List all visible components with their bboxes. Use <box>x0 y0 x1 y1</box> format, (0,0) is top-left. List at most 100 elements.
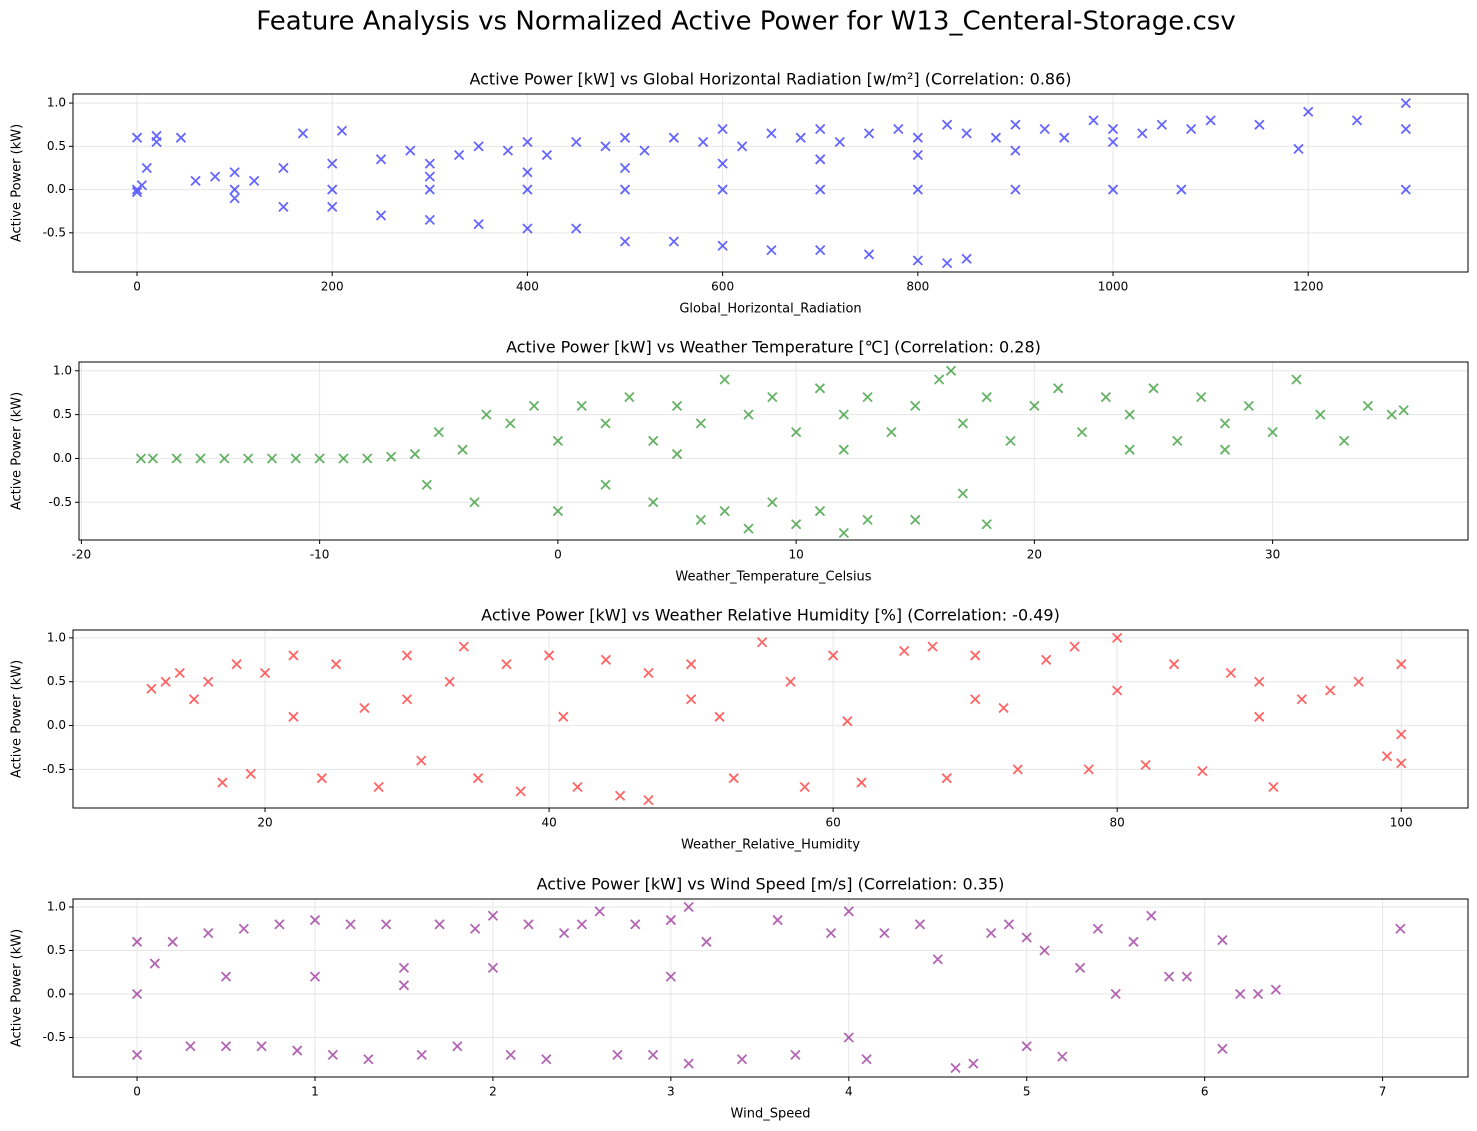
point <box>256 1041 267 1052</box>
point <box>1291 374 1302 385</box>
point <box>278 201 289 213</box>
point <box>1074 962 1086 974</box>
point <box>330 659 342 670</box>
y-tick-label: 1.0 <box>47 96 66 110</box>
y-tick-label: 0.5 <box>53 407 72 421</box>
y-tick-label: 0.0 <box>47 182 66 196</box>
point <box>941 257 953 269</box>
point <box>717 158 728 169</box>
point <box>665 914 676 926</box>
point <box>1315 409 1326 420</box>
point <box>912 149 923 161</box>
point <box>458 641 469 652</box>
point <box>1057 1051 1068 1062</box>
point <box>266 453 278 464</box>
point <box>838 409 849 420</box>
point <box>795 132 806 143</box>
point <box>469 923 481 934</box>
point <box>932 954 943 965</box>
point <box>385 451 397 462</box>
point <box>231 659 242 670</box>
x-tick-label: 0 <box>554 548 562 562</box>
point <box>1069 641 1080 652</box>
point <box>893 123 904 135</box>
point <box>424 184 435 195</box>
point <box>576 919 588 930</box>
point <box>961 128 972 139</box>
point <box>814 505 826 517</box>
point <box>1252 988 1264 1000</box>
point <box>1010 145 1021 156</box>
point <box>174 667 185 679</box>
point <box>717 123 728 135</box>
point <box>1088 115 1099 126</box>
x-tick-label: -10 <box>310 548 330 562</box>
point <box>424 158 435 169</box>
point <box>630 919 641 930</box>
point <box>147 453 158 464</box>
point <box>647 1049 659 1061</box>
point <box>487 962 499 974</box>
point <box>571 136 582 148</box>
point <box>697 136 709 148</box>
point <box>1396 729 1407 740</box>
point <box>1396 659 1407 670</box>
point <box>131 936 143 947</box>
y-tick-label: -0.5 <box>43 1030 66 1044</box>
y-tick-label: 0.5 <box>47 139 66 153</box>
point <box>941 773 952 784</box>
point <box>452 1041 463 1052</box>
point <box>327 1049 338 1061</box>
point <box>522 136 533 148</box>
point <box>381 919 392 930</box>
point <box>825 927 837 939</box>
point <box>766 128 777 139</box>
axes-frame <box>72 629 1469 809</box>
y-axis-label: Active Power (kW) <box>10 124 25 242</box>
point <box>401 650 413 661</box>
point <box>316 773 327 784</box>
point <box>1148 383 1159 394</box>
point <box>737 141 748 152</box>
point <box>309 971 321 982</box>
point <box>756 637 768 648</box>
point <box>219 453 230 464</box>
point <box>799 781 810 793</box>
point <box>472 773 484 784</box>
point <box>1076 427 1088 438</box>
point <box>685 694 697 705</box>
point <box>188 694 200 705</box>
y-axis-label: Active Power (kW) <box>10 392 25 510</box>
point <box>968 1058 979 1069</box>
point <box>1124 444 1135 455</box>
point <box>899 645 910 657</box>
subplot-title: Active Power [kW] vs Weather Relative Hu… <box>481 606 1060 625</box>
point <box>135 453 147 464</box>
x-axis-label: Wind_Speed <box>731 1107 811 1122</box>
point <box>1010 184 1021 195</box>
point <box>149 958 160 969</box>
point <box>238 923 249 934</box>
point <box>671 400 683 411</box>
point <box>648 435 659 447</box>
point <box>643 667 654 679</box>
point <box>229 167 240 178</box>
point <box>167 936 178 947</box>
point <box>543 650 555 661</box>
point <box>843 906 854 917</box>
point <box>473 219 484 230</box>
point <box>1083 764 1094 775</box>
point <box>767 391 778 403</box>
point <box>1029 400 1040 411</box>
point <box>195 453 206 464</box>
point <box>327 158 338 169</box>
point <box>243 453 254 464</box>
point <box>1400 184 1411 195</box>
point <box>523 919 534 930</box>
point <box>1303 106 1314 117</box>
point <box>1128 936 1139 947</box>
point <box>1254 119 1265 130</box>
point <box>695 514 706 525</box>
point <box>990 132 1002 143</box>
point <box>297 128 309 139</box>
